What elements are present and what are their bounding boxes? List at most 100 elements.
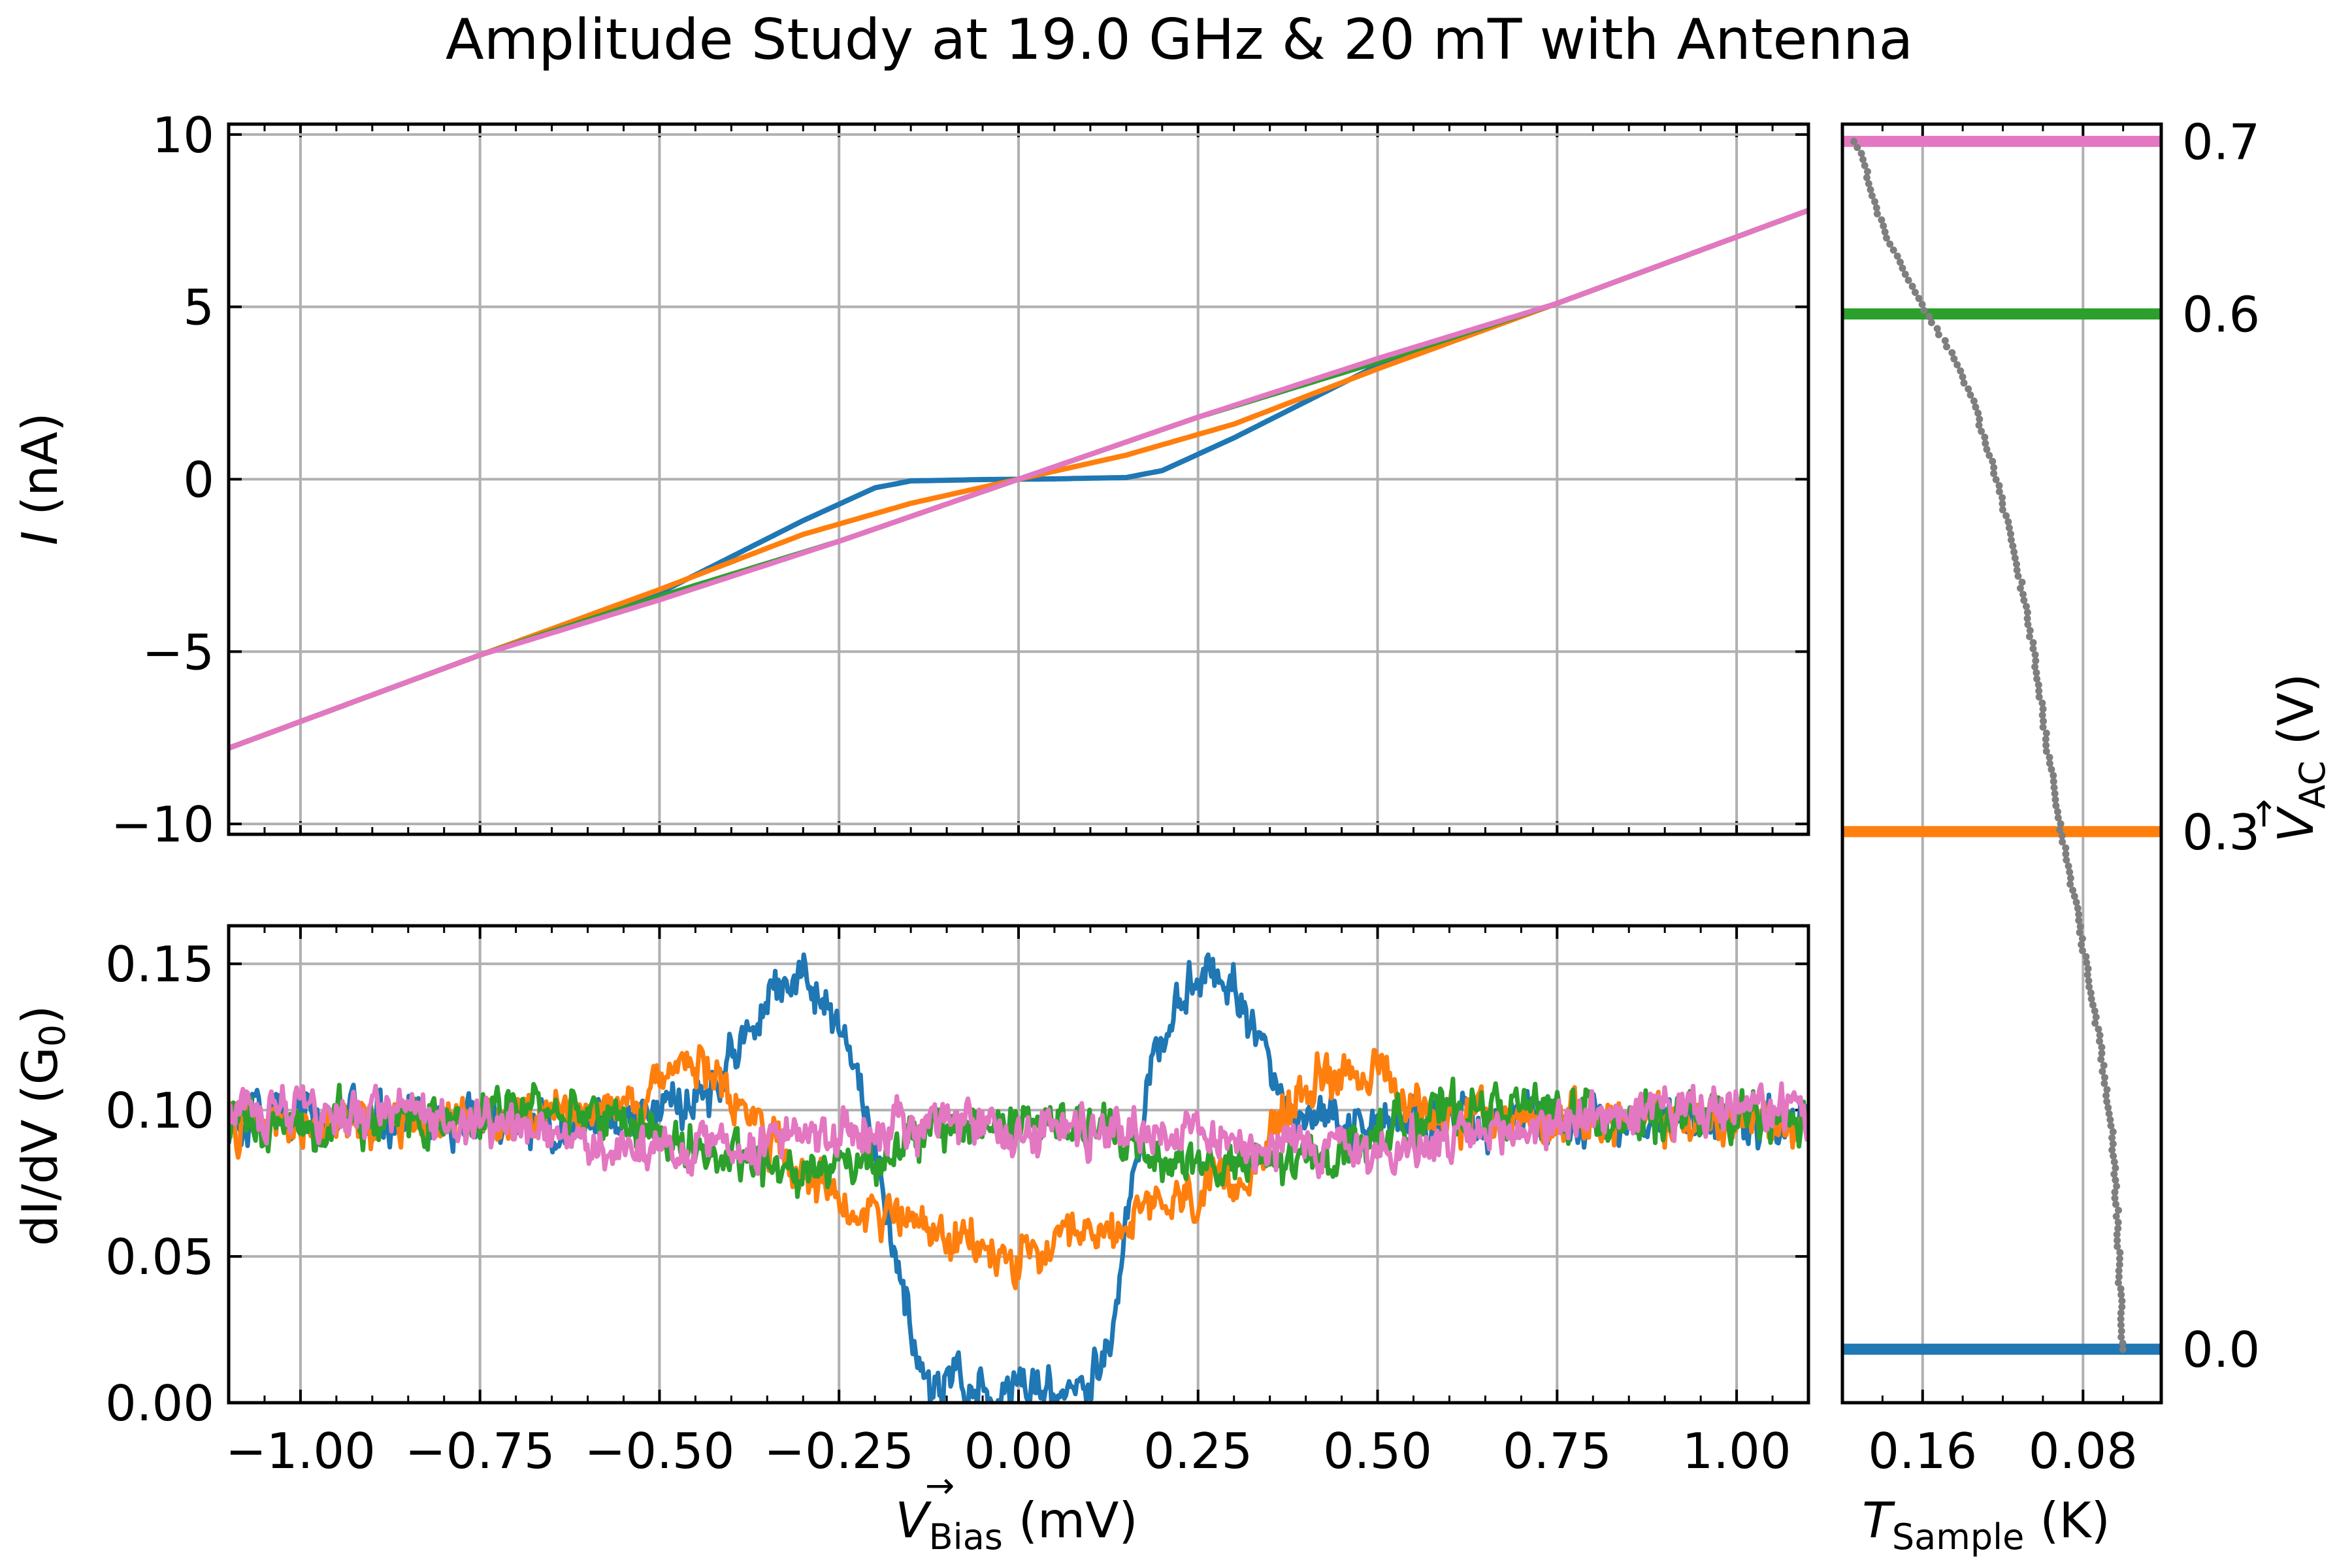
- x-tick-label: −1.00: [225, 1422, 376, 1480]
- temperature-point: [1933, 325, 1941, 333]
- temperature-point: [1889, 246, 1897, 254]
- temperature-point: [2069, 887, 2077, 894]
- temperature-point: [2095, 1025, 2102, 1033]
- temperature-point: [2063, 856, 2070, 864]
- temperature-point: [2117, 1291, 2125, 1299]
- temperature-point: [2013, 566, 2021, 574]
- temperature-point: [1999, 506, 2006, 514]
- temperature-point: [2111, 1188, 2119, 1196]
- temperature-point: [2119, 1345, 2127, 1353]
- temperature-point: [2083, 959, 2091, 966]
- temperature-point: [2019, 591, 2027, 598]
- axes-frame: [227, 122, 1810, 836]
- temperature-point: [1985, 451, 1993, 459]
- temperature-point: [1861, 161, 1869, 169]
- temperature-point: [2117, 1315, 2125, 1323]
- temperature-point: [2098, 1049, 2106, 1057]
- temperature-point: [2054, 808, 2061, 815]
- temperature-point: [2070, 892, 2078, 900]
- iv-series-line: [229, 208, 1808, 751]
- temperature-point: [1893, 252, 1901, 260]
- temperature-point: [2066, 880, 2074, 888]
- temperature-point: [1908, 282, 1916, 290]
- temperature-point: [2020, 596, 2028, 604]
- temperature-point: [1957, 367, 1965, 375]
- temperature-point: [1896, 258, 1904, 266]
- temperature-point: [2011, 554, 2019, 562]
- didv-panel: −1.00 −0.75 −0.50 −0.25 0.00 0.25 0.50 0.75 1.00…: [105, 924, 1810, 1480]
- temperature-point: [2032, 657, 2040, 664]
- temperature-point: [2078, 941, 2085, 949]
- temperature-point: [2104, 1103, 2112, 1111]
- figure-title: Amplitude Study at 19.0 GHz & 20 mT with…: [446, 7, 1913, 73]
- temperature-point: [1989, 457, 1997, 465]
- temperature-point: [1857, 150, 1865, 157]
- temperature-point: [2110, 1152, 2117, 1160]
- temperature-point: [2105, 1110, 2113, 1118]
- temperature-point: [1899, 265, 1906, 272]
- svg-text:→: →: [2242, 799, 2283, 828]
- vac-y-axis-label: VAC (V) →: [2242, 674, 2333, 843]
- temperature-point: [2042, 736, 2050, 743]
- svg-text:VBias (mV): VBias (mV): [895, 1492, 1137, 1558]
- temperature-point: [2113, 1231, 2121, 1238]
- temperature-point: [1978, 427, 1985, 435]
- temperature-point: [2108, 1134, 2116, 1142]
- axes-frame: [227, 924, 1810, 1405]
- y-tick-label: 0.3: [2182, 804, 2260, 861]
- temperature-point: [2115, 1267, 2123, 1275]
- temperature-point: [2085, 977, 2093, 985]
- temperature-point: [2042, 742, 2050, 749]
- iv-panel: −10 −5 0 5 10: [111, 106, 1810, 853]
- temperature-point: [1959, 373, 1967, 381]
- temperature-point: [1854, 144, 1861, 152]
- y-tick-label: 0: [183, 451, 214, 509]
- temperature-point: [1992, 476, 2000, 483]
- svg-text:→: →: [925, 1465, 955, 1506]
- temperature-point: [2114, 1243, 2121, 1250]
- temperature-point: [2026, 627, 2034, 634]
- temperature-point: [2013, 561, 2020, 568]
- temperature-point: [2025, 632, 2033, 640]
- x-tick-label: −0.75: [405, 1422, 555, 1480]
- temperature-point: [2075, 917, 2083, 924]
- x-tick-label: 0.00: [964, 1422, 1073, 1480]
- temperature-point: [2087, 995, 2095, 1003]
- y-tick-label: 0.05: [105, 1228, 214, 1286]
- temperature-point: [2115, 1207, 2122, 1214]
- temperature-point: [2110, 1170, 2118, 1178]
- bias-x-axis-label: VBias (mV) →: [895, 1465, 1137, 1558]
- temperature-point: [2110, 1158, 2118, 1166]
- temperature-point: [1918, 301, 1926, 308]
- temperature-point: [2024, 621, 2032, 629]
- temperature-point: [1865, 180, 1872, 188]
- temperature-point: [2083, 971, 2091, 979]
- temperature-point: [1871, 198, 1878, 206]
- temperature-point: [2115, 1255, 2123, 1262]
- temperature-point: [1935, 331, 1942, 338]
- didv-series-line: [229, 1081, 1808, 1179]
- temperature-point: [2103, 1098, 2111, 1105]
- y-tick-label: 0.10: [105, 1082, 214, 1139]
- temperature-point: [2062, 844, 2070, 852]
- temperature-point: [2091, 1007, 2099, 1015]
- temperature-point: [1965, 385, 1972, 393]
- y-tick-label: 5: [183, 279, 214, 336]
- temperature-point: [2107, 1122, 2115, 1130]
- x-tick-label: −0.25: [764, 1422, 914, 1480]
- temperature-point: [2048, 766, 2055, 774]
- temperature-point: [2100, 1062, 2108, 1070]
- temp-x-axis-label: TSample (K): [1862, 1492, 2110, 1558]
- temperature-point: [2038, 711, 2046, 719]
- temperature-point: [1974, 409, 1982, 417]
- temperature-point: [1941, 336, 1949, 344]
- temperature-point: [2029, 639, 2037, 647]
- temperature-point: [2097, 1055, 2105, 1063]
- temperature-point: [1872, 204, 1880, 212]
- temperature-point: [2018, 578, 2026, 586]
- temperature-point: [2046, 760, 2053, 767]
- temperature-point: [1976, 416, 1984, 423]
- temperature-point: [2038, 699, 2046, 707]
- temperature-point: [2005, 524, 2013, 532]
- temperature-point: [2031, 663, 2039, 671]
